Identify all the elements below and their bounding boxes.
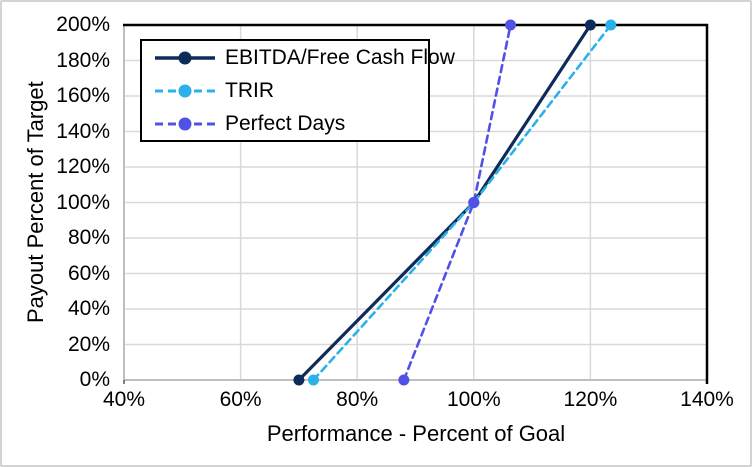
legend-label-trir: TRIR	[225, 78, 274, 102]
y-tick-label: 60%	[67, 261, 110, 285]
x-tick-label: 120%	[563, 388, 618, 411]
x-tick-label: 140%	[680, 388, 734, 411]
y-tick-label: 80%	[67, 226, 110, 249]
legend-item-ebitda-free-cash-flow: EBITDA/Free Cash Flow	[142, 41, 455, 74]
data-point-perfect-days	[468, 197, 480, 208]
legend-label-ebitda: EBITDA/Free Cash Flow	[225, 45, 455, 69]
legend-line-sample-perfect-days	[155, 117, 215, 130]
y-tick-label: 180%	[56, 48, 110, 72]
data-point-trir	[605, 19, 617, 31]
legend-line-sample-trir	[155, 84, 215, 97]
legend-item-trir: TRIR	[142, 74, 428, 107]
data-point-perfect-days	[505, 19, 517, 31]
legend-line-sample-ebitda	[155, 51, 215, 64]
legend-label-perfect-days: Perfect Days	[225, 111, 346, 135]
y-tick-label: 20%	[67, 332, 110, 356]
y-tick-label: 0%	[79, 368, 110, 391]
x-tick-label: 100%	[446, 388, 501, 411]
x-tick-label: 40%	[102, 388, 146, 411]
x-tick-label: 80%	[336, 388, 379, 411]
legend: EBITDA/Free Cash Flow TRIR Perfect Days	[140, 39, 455, 142]
data-point-ebitda-free-cash-flow	[293, 374, 305, 386]
y-tick-label: 160%	[56, 84, 110, 107]
y-tick-label: 140%	[56, 119, 110, 143]
x-axis-title: Performance - Percent of Goal	[266, 421, 566, 446]
y-tick-label: 120%	[56, 155, 110, 178]
y-tick-label: 40%	[67, 297, 110, 320]
data-point-perfect-days	[398, 374, 410, 386]
y-tick-label: 100%	[56, 190, 110, 214]
data-point-ebitda-free-cash-flow	[584, 19, 596, 31]
x-tick-label: 60%	[219, 388, 262, 411]
data-point-trir	[307, 374, 319, 386]
legend-item-perfect-days: Perfect Days	[142, 107, 428, 140]
y-tick-label: 200%	[56, 13, 110, 36]
